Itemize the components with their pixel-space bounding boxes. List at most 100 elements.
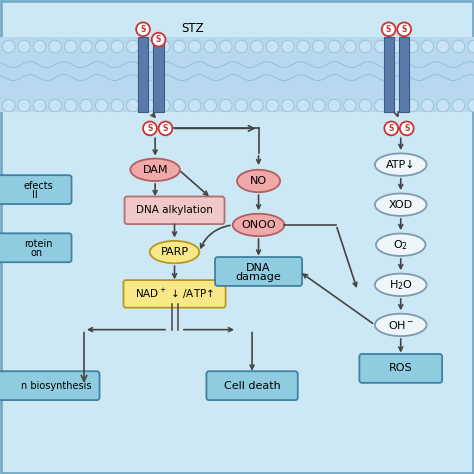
FancyArrowPatch shape: [256, 239, 261, 254]
Circle shape: [173, 100, 185, 112]
FancyArrowPatch shape: [153, 138, 157, 154]
Text: S: S: [147, 124, 153, 133]
Circle shape: [127, 40, 139, 53]
Bar: [138, 36, 148, 112]
FancyArrowPatch shape: [250, 332, 254, 369]
FancyArrowPatch shape: [181, 172, 208, 195]
FancyArrowPatch shape: [399, 339, 403, 351]
Circle shape: [421, 100, 434, 112]
Text: S: S: [163, 124, 168, 133]
Circle shape: [80, 40, 92, 53]
Circle shape: [2, 40, 15, 53]
Ellipse shape: [375, 314, 427, 336]
Circle shape: [157, 40, 170, 53]
Circle shape: [282, 100, 294, 112]
FancyBboxPatch shape: [125, 197, 225, 224]
Circle shape: [397, 22, 411, 36]
Circle shape: [159, 121, 173, 135]
FancyBboxPatch shape: [359, 354, 442, 383]
Circle shape: [189, 40, 201, 53]
FancyBboxPatch shape: [0, 175, 72, 204]
Circle shape: [468, 40, 474, 53]
FancyBboxPatch shape: [0, 371, 100, 400]
Circle shape: [266, 100, 279, 112]
Circle shape: [344, 40, 356, 53]
Text: STZ: STZ: [181, 21, 204, 35]
FancyArrowPatch shape: [337, 228, 357, 286]
Circle shape: [468, 100, 474, 112]
Text: S: S: [156, 35, 161, 44]
Text: ROS: ROS: [389, 364, 412, 374]
FancyArrowPatch shape: [399, 299, 403, 309]
FancyBboxPatch shape: [123, 280, 226, 308]
Text: Cell death: Cell death: [224, 381, 281, 391]
Circle shape: [219, 100, 232, 112]
Circle shape: [297, 100, 310, 112]
FancyArrowPatch shape: [256, 156, 261, 164]
Circle shape: [390, 40, 403, 53]
Circle shape: [406, 40, 418, 53]
Circle shape: [400, 121, 414, 135]
Circle shape: [282, 40, 294, 53]
Circle shape: [251, 40, 263, 53]
Text: II: II: [32, 190, 37, 200]
Text: S: S: [140, 25, 146, 34]
FancyArrowPatch shape: [303, 274, 373, 323]
Text: XOD: XOD: [389, 200, 413, 210]
Text: S: S: [404, 124, 410, 133]
Circle shape: [390, 100, 403, 112]
Text: n biosynthesis: n biosynthesis: [21, 381, 91, 391]
Circle shape: [49, 40, 62, 53]
Text: S: S: [389, 124, 394, 133]
Ellipse shape: [150, 241, 199, 263]
Text: ONOO: ONOO: [241, 220, 276, 230]
Circle shape: [406, 100, 418, 112]
Text: damage: damage: [236, 272, 282, 282]
Circle shape: [127, 100, 139, 112]
FancyArrowPatch shape: [153, 184, 157, 194]
Circle shape: [313, 40, 325, 53]
Circle shape: [80, 100, 92, 112]
Text: O$_2$: O$_2$: [393, 238, 408, 252]
Bar: [399, 36, 410, 112]
Circle shape: [142, 100, 155, 112]
FancyBboxPatch shape: [206, 371, 298, 400]
Ellipse shape: [237, 170, 280, 192]
Text: DNA alkylation: DNA alkylation: [136, 205, 213, 215]
Circle shape: [204, 100, 217, 112]
FancyArrowPatch shape: [184, 328, 232, 332]
Ellipse shape: [376, 234, 426, 256]
Bar: [0, 36, 474, 112]
Circle shape: [297, 40, 310, 53]
Ellipse shape: [375, 154, 427, 176]
Circle shape: [95, 100, 108, 112]
Text: PARP: PARP: [161, 247, 189, 257]
Text: efects: efects: [24, 181, 54, 191]
FancyArrowPatch shape: [399, 179, 403, 188]
Circle shape: [33, 40, 46, 53]
FancyArrowPatch shape: [395, 112, 399, 116]
Circle shape: [421, 40, 434, 53]
Circle shape: [189, 100, 201, 112]
Circle shape: [136, 22, 150, 36]
Circle shape: [437, 40, 449, 53]
FancyArrowPatch shape: [173, 266, 176, 278]
FancyArrowPatch shape: [399, 138, 403, 148]
FancyBboxPatch shape: [0, 233, 72, 262]
Circle shape: [111, 40, 123, 53]
Text: on: on: [30, 248, 43, 258]
Circle shape: [359, 100, 372, 112]
Circle shape: [382, 22, 396, 36]
FancyBboxPatch shape: [215, 257, 302, 286]
Circle shape: [374, 100, 387, 112]
Circle shape: [437, 100, 449, 112]
Circle shape: [173, 40, 185, 53]
Circle shape: [49, 100, 62, 112]
FancyArrowPatch shape: [89, 328, 165, 332]
Circle shape: [64, 40, 77, 53]
Circle shape: [95, 40, 108, 53]
FancyArrowPatch shape: [256, 195, 261, 209]
Circle shape: [374, 40, 387, 53]
Text: ATP↓: ATP↓: [386, 160, 416, 170]
Ellipse shape: [375, 193, 427, 216]
